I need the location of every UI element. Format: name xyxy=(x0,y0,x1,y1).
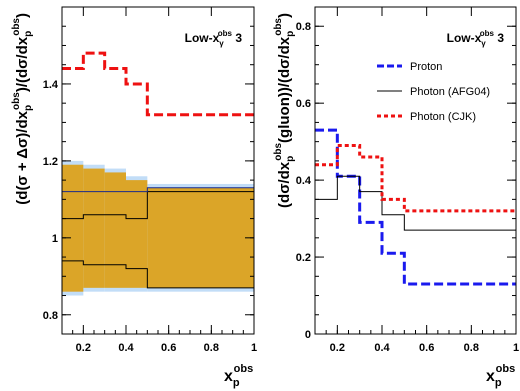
chart-1-xtick-label-4: 0.8 xyxy=(204,342,219,354)
chart-2-title-tail: 3 xyxy=(494,31,504,45)
chart-2-ylabel-main: (dσ/dx xyxy=(276,161,293,208)
chart-2-xtick-label-5: 1 xyxy=(513,342,519,354)
chart-2-xlabel-sup: obs xyxy=(496,363,516,375)
chart-1-band-2-bin-5 xyxy=(147,187,254,288)
chart-2-ytick-label-4: 0.6 xyxy=(296,98,311,110)
chart-1-ylabel-sup-2: obs xyxy=(11,18,22,36)
chart-1-ylabel-end: ) xyxy=(14,13,31,18)
chart-1-title: Low-xγobs 3 xyxy=(185,29,243,48)
chart-1-ylabel-sub-1: p xyxy=(23,105,34,111)
chart-1-xlabel-sup: obs xyxy=(234,363,254,375)
chart-2-ylabel: (dσ/dxpobs(gluon))/(dσ/dxpobs) xyxy=(273,13,296,208)
chart-2-xlabel-main: x xyxy=(486,368,495,385)
chart-2-legend-label-1: Proton xyxy=(410,61,442,73)
chart-1-xtick-label-5: 1 xyxy=(251,342,257,354)
chart-2-ylabel-mid: (gluon))/(dσ/dx xyxy=(276,36,293,143)
chart-1-title-sup: obs xyxy=(218,29,233,38)
chart-1-ylabel-sup-1: obs xyxy=(11,92,22,110)
chart-1-ylabel-mid: )/(dσ/dx xyxy=(14,36,31,92)
chart-2-xtick-label-1: 0.2 xyxy=(330,342,345,354)
chart-2-series-3-line xyxy=(315,143,516,213)
chart-1-xtick-label-2: 0.4 xyxy=(118,342,134,354)
chart-2-legend-label-3: Photon (CJK) xyxy=(410,111,476,123)
chart-1-xlabel: xp obs xyxy=(224,363,253,389)
chart-2-ylabel-end: ) xyxy=(276,13,293,18)
chart-1-band-2-bin-1 xyxy=(62,164,84,292)
chart-2-ytick-label-2: 0.2 xyxy=(296,252,311,264)
chart-2-title-main: Low-x xyxy=(447,31,482,45)
chart-1-xtick-label-1: 0.2 xyxy=(76,342,91,354)
chart-1-series-3-line xyxy=(62,260,254,289)
chart-1-band-2-bin-4 xyxy=(126,180,148,288)
chart-2-ylabel-sub-1: p xyxy=(285,156,296,162)
chart-1-series-2-line xyxy=(62,191,254,220)
chart-1-title-main: Low-x xyxy=(185,31,220,45)
chart-2-title-sub: γ xyxy=(481,39,486,48)
chart-1-ytick-label-1: 0.8 xyxy=(43,310,58,322)
chart-2-ylabel-sup-2: obs xyxy=(273,18,284,36)
chart-2-series-2-line xyxy=(315,175,516,231)
chart-2-title-sup: obs xyxy=(480,29,495,38)
chart-2-xtick-label-2: 0.4 xyxy=(374,342,390,354)
chart-2-ytick-label-3: 0.4 xyxy=(296,175,312,187)
chart-1-ytick-label-4: 1.4 xyxy=(43,79,59,91)
chart-1-ylabel: (d(σ + Δσ)/dxpobs)/(dσ/dxpobs) xyxy=(11,13,34,205)
chart-1-xlabel-main: x xyxy=(224,368,233,385)
chart-2-xlabel-sub: p xyxy=(495,377,502,389)
chart-2-title: Low-xγobs 3 xyxy=(447,29,505,48)
chart-2-ylabel-sup-1: obs xyxy=(273,143,284,161)
chart-2-series-1-line xyxy=(315,128,516,286)
chart-1-title-tail: 3 xyxy=(232,31,242,45)
chart-1-xtick-label-3: 0.6 xyxy=(161,342,176,354)
chart-1-ylabel-main: (d(σ + Δσ)/dx xyxy=(14,110,31,204)
chart-1-title-sub: γ xyxy=(219,39,224,48)
chart-1-band-2-bin-2 xyxy=(83,168,105,288)
chart-2-xtick-label-4: 0.8 xyxy=(464,342,479,354)
chart-2-ytick-label-5: 0.8 xyxy=(296,21,311,33)
chart-1-ytick-label-2: 1 xyxy=(52,233,58,245)
chart-2-ylabel-sub-2: p xyxy=(285,31,296,37)
chart-2-legend-label-2: Photon (AFG04) xyxy=(410,86,490,98)
chart-1-band-2-bin-3 xyxy=(104,172,126,288)
chart-2-ytick-label-1: 0 xyxy=(305,329,311,341)
chart-1-series-4-line xyxy=(62,187,254,193)
chart-1-series-1-line xyxy=(62,51,254,117)
chart-1-ylabel-sub-2: p xyxy=(23,31,34,37)
chart-2-xtick-label-3: 0.6 xyxy=(419,342,434,354)
chart-1-ytick-label-3: 1.2 xyxy=(43,156,58,168)
chart-1-xlabel-sub: p xyxy=(233,377,240,389)
chart-2-xlabel: xp obs xyxy=(486,363,515,389)
